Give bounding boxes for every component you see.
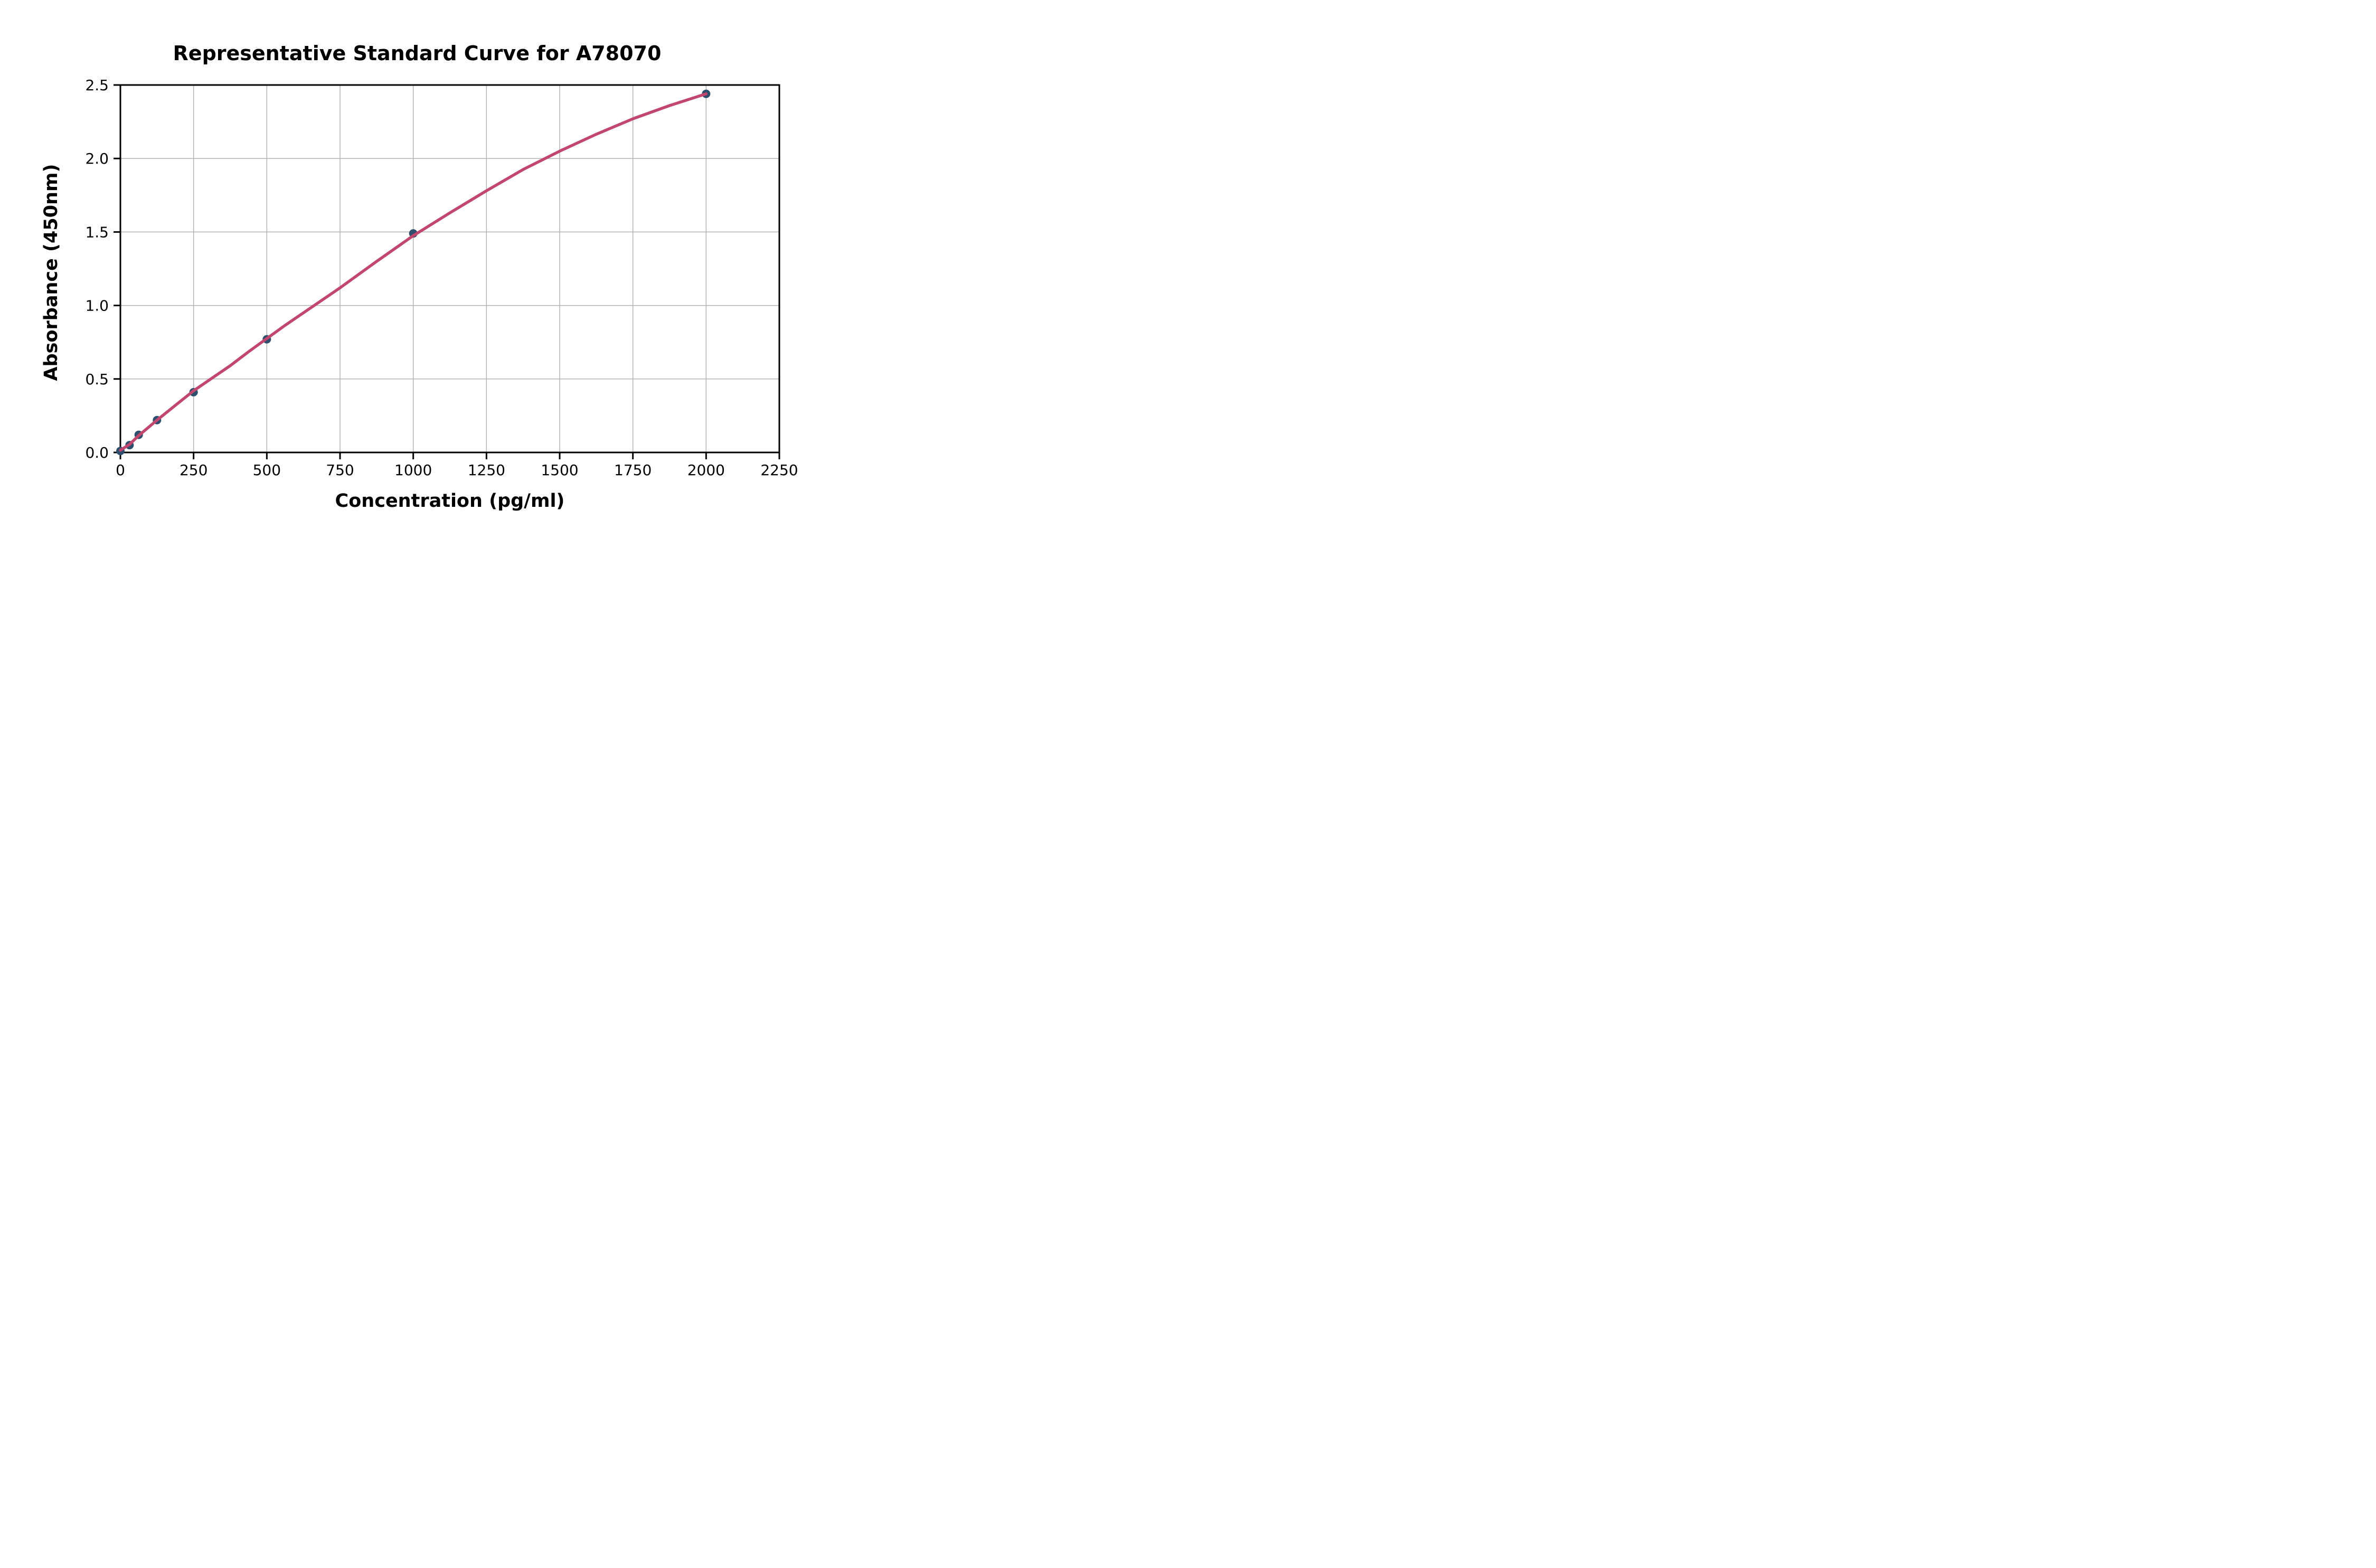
x-tick-label: 1000 bbox=[394, 461, 432, 479]
x-tick-label: 250 bbox=[180, 461, 208, 479]
x-tick-label: 1250 bbox=[468, 461, 505, 479]
x-tick-label: 750 bbox=[326, 461, 354, 479]
chart-title: Representative Standard Curve for A78070 bbox=[173, 42, 662, 65]
x-tick-label: 2250 bbox=[760, 461, 798, 479]
x-tick-label: 0 bbox=[116, 461, 125, 479]
x-tick-label: 2000 bbox=[687, 461, 725, 479]
fit-curve bbox=[119, 92, 708, 452]
x-tick-label: 1750 bbox=[614, 461, 652, 479]
tick-labels: 0 250 500 750 1000 1250 1500 1750 2000 2250 0.0 0.5… bbox=[85, 77, 798, 479]
y-axis-label: Absorbance (450nm) bbox=[41, 164, 62, 381]
y-tick-label: 1.0 bbox=[85, 297, 109, 315]
x-tick-label: 500 bbox=[253, 461, 281, 479]
y-tick-label: 0.0 bbox=[85, 444, 109, 461]
x-tick-label: 1500 bbox=[541, 461, 578, 479]
fit-curve-layer bbox=[119, 92, 708, 452]
y-tick-label: 2.5 bbox=[85, 77, 109, 94]
y-tick-label: 1.5 bbox=[85, 223, 109, 241]
chart-canvas: 0 250 500 750 1000 1250 1500 1750 2000 2250 0.0 0.5… bbox=[41, 42, 798, 512]
y-tick-label: 0.5 bbox=[85, 371, 109, 388]
tick-marks bbox=[114, 84, 780, 459]
y-tick-label: 2.0 bbox=[85, 150, 109, 167]
gridlines bbox=[120, 84, 780, 453]
standard-curve-figure: 0 250 500 750 1000 1250 1500 1750 2000 2250 0.0 0.5… bbox=[21, 8, 813, 531]
plot-frame bbox=[119, 84, 780, 454]
x-axis-label: Concentration (pg/ml) bbox=[335, 490, 565, 512]
